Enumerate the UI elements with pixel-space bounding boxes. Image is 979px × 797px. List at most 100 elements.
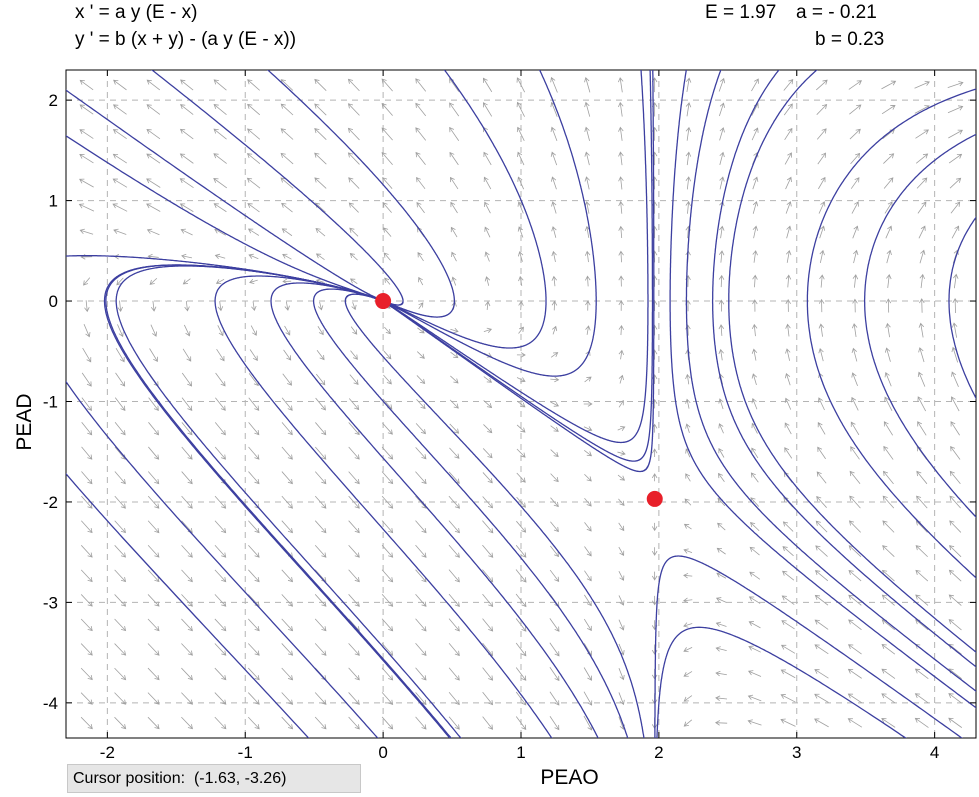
field-arrow [483, 102, 493, 117]
field-arrow [147, 716, 160, 730]
field-arrow [617, 474, 626, 481]
field-arrow [583, 450, 593, 457]
field-arrow [948, 619, 962, 631]
field-arrow [550, 76, 558, 93]
field-arrow [214, 716, 227, 730]
field-arrow [916, 470, 928, 485]
field-arrow [248, 618, 260, 632]
trajectory [728, 70, 976, 653]
field-arrow [149, 277, 158, 285]
field-arrow [348, 667, 360, 681]
field-arrow [215, 278, 225, 284]
field-arrow [449, 447, 460, 459]
field-arrow [483, 176, 492, 190]
field-arrow [951, 225, 960, 239]
field-arrow [918, 347, 925, 363]
field-arrow [482, 77, 493, 93]
field-arrow [685, 398, 691, 409]
field-arrow [584, 250, 591, 263]
trajectory [382, 70, 654, 462]
field-arrow [550, 449, 559, 458]
field-arrow [449, 176, 459, 190]
field-arrow [147, 495, 160, 509]
field-arrow [949, 545, 962, 558]
field-arrow [82, 347, 92, 363]
field-arrow [782, 570, 795, 581]
field-arrow [348, 495, 360, 509]
field-arrow [114, 643, 127, 656]
field-arrow [81, 495, 93, 509]
field-arrow [415, 618, 427, 632]
x-tick-label: 2 [654, 743, 663, 762]
field-arrow [415, 151, 426, 166]
field-arrow [180, 228, 193, 236]
field-arrow [181, 397, 193, 411]
field-arrow [214, 495, 227, 509]
field-arrow [381, 78, 393, 92]
field-arrow [584, 151, 590, 166]
field-arrow [849, 470, 861, 485]
field-arrow [785, 176, 792, 190]
field-arrow [651, 644, 658, 655]
trajectory [66, 380, 379, 738]
field-arrow [247, 103, 261, 116]
field-arrow [849, 104, 862, 115]
field-arrow [618, 619, 625, 631]
field-arrow [818, 176, 826, 190]
field-arrow [213, 153, 227, 164]
field-arrow [814, 669, 829, 679]
field-arrow [751, 78, 759, 92]
field-arrow [179, 203, 194, 212]
field-arrow [815, 79, 828, 91]
field-arrow [685, 423, 691, 434]
field-arrow [780, 718, 796, 727]
param-b: b = 0.23 [815, 29, 885, 50]
field-arrow [886, 249, 892, 264]
field-arrow [618, 324, 625, 336]
field-arrow [551, 275, 558, 287]
field-arrow [348, 520, 360, 534]
field-arrow [881, 105, 896, 115]
field-arrow [114, 520, 126, 534]
y-tick-label: -3 [43, 593, 58, 612]
field-arrow [415, 643, 427, 656]
field-arrow [950, 201, 961, 214]
field-arrow [550, 473, 559, 483]
field-arrow [584, 376, 592, 383]
field-arrow [450, 226, 458, 238]
field-arrow [281, 446, 293, 460]
field-arrow [851, 396, 859, 411]
field-arrow [516, 126, 525, 142]
field-arrow [618, 250, 624, 263]
field-arrow [684, 498, 692, 506]
field-arrow [718, 324, 725, 336]
field-arrow [80, 667, 93, 681]
field-arrow [948, 693, 962, 704]
field-arrow [751, 127, 759, 141]
field-arrow [112, 104, 127, 115]
field-arrow [415, 593, 427, 607]
field-arrow [784, 372, 791, 386]
field-arrow [816, 128, 827, 140]
field-arrow [216, 348, 225, 362]
field-arrow [314, 618, 327, 632]
field-arrow [618, 176, 624, 190]
field-arrow [247, 203, 260, 213]
field-arrow [415, 495, 427, 509]
trajectory [344, 293, 645, 738]
field-arrow [146, 203, 161, 212]
field-arrow [448, 593, 460, 607]
field-arrow [314, 569, 327, 583]
field-arrow [347, 78, 360, 92]
field-arrow [381, 544, 394, 558]
field-arrow [482, 618, 494, 632]
field-arrow [483, 376, 493, 383]
field-arrow [415, 102, 427, 117]
field-arrow [749, 571, 761, 580]
field-arrow [618, 400, 624, 408]
field-arrow [415, 78, 427, 92]
field-arrow [752, 201, 759, 214]
field-arrow [182, 278, 191, 285]
field-arrow [450, 327, 459, 334]
